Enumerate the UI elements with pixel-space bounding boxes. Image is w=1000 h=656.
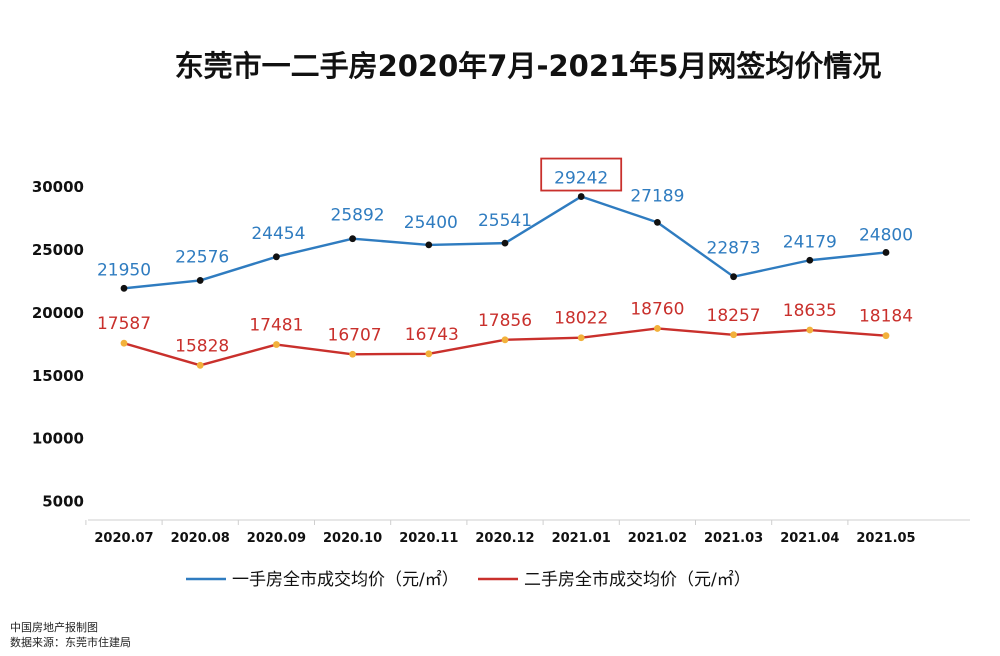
x-tick-label: 2021.03 [704,531,763,546]
data-label: 22576 [175,247,229,267]
footer-source: 数据来源：东莞市住建局 [10,636,131,649]
y-axis: 5000 10000 15000 20000 25000 30000 [32,178,84,511]
series-layer: 21950 22576 24454 25892 25400 25541 29242 27189… [97,157,913,369]
data-point [196,361,204,369]
data-label: 17856 [478,311,532,331]
data-point [120,284,128,292]
data-point [730,273,737,281]
data-label: 24179 [783,232,837,252]
y-tick-label: 25000 [32,241,84,259]
x-tick-label: 2021.01 [552,531,611,546]
data-label: 18760 [630,299,684,319]
data-label: 16743 [405,325,459,345]
chart-title: 东莞市一二手房2020年7月-2021年5月网签均价情况 [175,49,882,83]
data-point [349,235,356,243]
data-label: 27189 [630,186,684,206]
data-point [425,241,433,249]
data-label: 18184 [859,307,913,327]
x-tick-label: 2020.10 [323,531,382,546]
highlight-box [540,157,623,192]
legend: 一手房全市成交均价（元/㎡） 二手房全市成交均价（元/㎡） [186,570,751,590]
data-point [806,326,814,334]
data-label: 24800 [859,225,913,245]
y-tick-label: 5000 [42,493,84,511]
x-tick-label: 2021.05 [856,531,915,546]
y-tick-label: 30000 [32,178,84,196]
data-label: 25892 [331,206,385,226]
legend-label: 一手房全市成交均价（元/㎡） [232,570,459,590]
x-tick-label: 2021.02 [628,531,687,546]
x-tick-label: 2020.07 [94,531,153,546]
data-point [806,256,814,264]
data-point [425,350,433,358]
data-point [882,249,890,256]
x-tick-label: 2020.11 [399,531,458,546]
data-label: 17587 [97,314,151,334]
data-label: 16707 [328,325,382,345]
data-label: 15828 [175,336,229,356]
x-axis: 2020.07 2020.08 2020.09 2020.10 2020.11 2020.… [85,519,970,546]
data-label: 22873 [707,239,761,259]
data-point [577,334,585,342]
y-tick-label: 15000 [32,367,84,385]
data-point [120,339,128,347]
legend-label: 二手房全市成交均价（元/㎡） [524,570,751,590]
data-point [501,239,509,247]
series-1: 21950 22576 24454 25892 25400 25541 29242 27189… [97,169,913,292]
data-label: 29242 [554,169,608,189]
x-tick-label: 2020.08 [171,531,230,546]
data-label: 25400 [404,213,458,233]
data-label: 24454 [251,224,305,244]
data-point [273,341,280,348]
data-label: 18635 [783,301,837,321]
data-label: 18022 [554,309,608,329]
data-point [273,253,280,261]
series-line [123,327,887,367]
data-point [654,325,661,332]
data-point [349,350,356,358]
y-tick-label: 20000 [32,304,84,322]
x-tick-label: 2021.04 [780,531,839,546]
x-tick-label: 2020.09 [247,531,306,546]
data-label: 17481 [249,316,303,336]
footer-credit: 中国房地产报制图 [10,621,98,634]
data-point [196,277,204,284]
data-label: 25541 [478,211,532,231]
y-tick-label: 10000 [32,430,84,448]
x-tick-label: 2020.12 [475,531,534,546]
data-label: 18257 [707,306,761,326]
data-point [577,193,585,200]
series-2: 17587 15828 17481 16707 16743 17856 18022 18760… [97,299,913,369]
data-point [730,331,737,339]
data-point [654,218,661,226]
data-point [882,332,890,340]
data-label: 21950 [97,260,151,280]
data-point [501,336,509,344]
